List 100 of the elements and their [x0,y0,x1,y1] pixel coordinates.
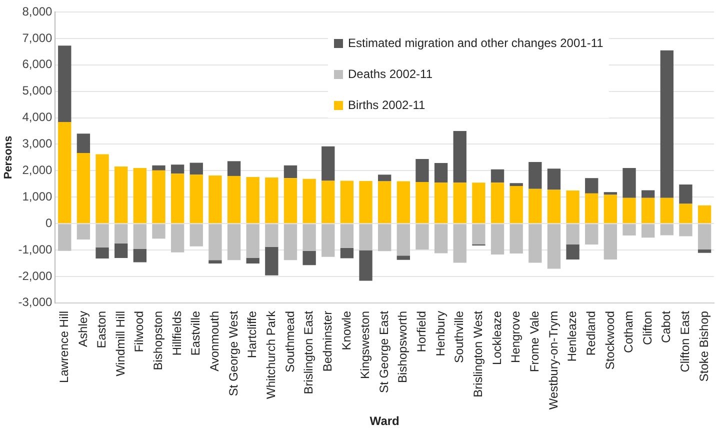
x-tick-label: Easton [94,310,109,348]
x-tick-label: Hartcliffe [245,310,260,358]
bar [170,224,184,252]
bar [604,194,618,224]
bar [208,175,222,224]
bar [133,248,147,262]
bar [114,224,128,244]
x-tick-label: Cotham [622,310,636,353]
bar [378,174,392,182]
bar [510,224,523,254]
x-tick-label: Hillfields [170,310,184,356]
bar [76,134,90,153]
x-tick-label: Southville [452,310,466,363]
bar [622,168,636,198]
bar [58,122,72,224]
bar [604,224,618,260]
bar [528,162,542,189]
bar [490,182,504,224]
x-tick-label: Redland [584,310,598,356]
bar [284,165,298,178]
x-tick-label: Bedminster [320,310,334,372]
bar [679,184,692,204]
x-tick-label: Horfield [414,310,429,352]
y-tick-label: 4,000 [22,110,53,124]
bar [302,178,316,224]
bar [453,131,466,183]
x-tick-label: Windmill Hill [113,310,128,376]
y-tick-label: 8,000 [22,4,53,18]
bar [378,181,392,224]
bar [58,46,72,122]
x-tick-label: Bishopsworth [396,310,410,383]
bar [660,224,674,236]
bar [566,224,580,244]
bar [152,165,166,170]
x-tick-label: Frome Vale [527,310,542,372]
bar [378,224,392,252]
bar [190,162,203,175]
y-tick-label: 3,000 [22,136,53,151]
legend-label: Births 2002-11 [348,98,426,112]
bar [566,244,580,260]
bar [416,182,429,224]
bar [510,186,523,224]
bar [227,161,241,176]
bar [58,224,72,251]
bar [152,224,166,239]
bar [547,224,561,269]
x-tick-label: Southmead [282,310,297,372]
bar [641,198,655,224]
y-tick-label: 5,000 [22,84,53,98]
bar [622,198,636,224]
bar [152,170,166,224]
bar [265,178,278,224]
x-tick-label: Filwood [132,310,146,352]
y-tick-label: 1,000 [22,189,53,204]
bar [133,224,147,249]
bar [359,224,372,250]
x-tick-label: Lawrence Hill [56,310,71,383]
bar [340,248,354,258]
y-tick-label: 0 [46,216,53,230]
bar [302,224,316,251]
x-tick-label: Lockleaze [490,310,504,365]
bar [490,224,504,255]
bar [265,246,278,276]
bar [396,256,410,260]
bar [416,224,429,250]
x-tick-label: Eastville [188,310,203,356]
bar [76,152,90,224]
bar [547,190,561,224]
bar [190,224,203,246]
bar [396,181,410,224]
bar [284,178,298,224]
bar [359,181,372,224]
bar [246,177,260,224]
y-axis-title: Persons [2,136,15,180]
bar [114,166,128,224]
bar [434,224,448,254]
bar [660,50,674,198]
y-tick-label: -2,000 [18,268,53,283]
x-tick-label: Kingsweston [358,310,372,379]
bar [96,247,109,258]
bar [246,224,260,258]
bar [698,205,712,224]
bar [510,183,523,186]
bar [190,174,203,224]
bar [622,224,636,236]
x-tick-label: Stockwood [602,310,617,370]
bar [96,224,109,248]
bar [679,224,692,236]
x-tick-label: Avonmouth [208,310,222,372]
bar [96,154,109,224]
x-tick-label: Brislington East [302,310,316,394]
legend-label: Deaths 2002-11 [348,67,433,81]
x-tick-label: Clifton East [678,310,692,372]
x-tick-label: Bishopston [151,310,166,370]
x-tick-label: Knowle [339,310,354,350]
bar [472,224,486,244]
bar [322,224,335,257]
x-tick-label: Ashley [76,310,90,347]
y-tick-label: 2,000 [22,162,53,177]
bar [434,163,448,183]
